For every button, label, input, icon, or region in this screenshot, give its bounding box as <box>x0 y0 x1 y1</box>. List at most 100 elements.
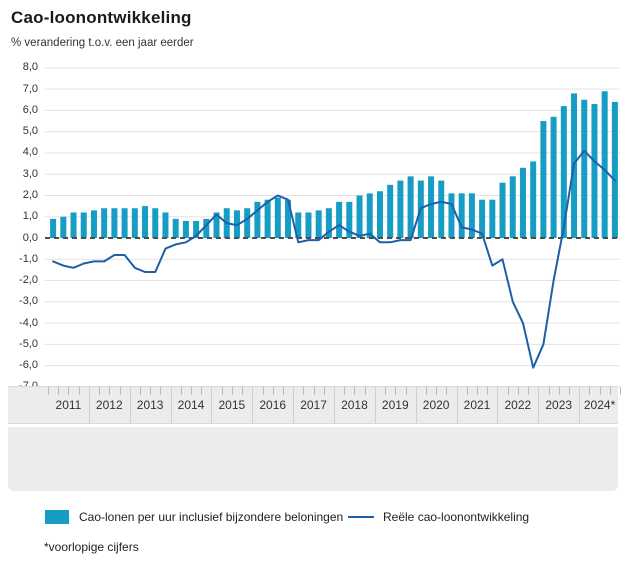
quarter-tick <box>354 387 356 395</box>
quarter-tick <box>150 387 152 395</box>
quarter-tick <box>405 387 407 395</box>
quarter-tick <box>282 387 284 395</box>
bar-2014-q2 <box>182 220 189 238</box>
bar-2016-q4 <box>285 199 292 238</box>
year-label-2024: 2024* <box>583 398 616 412</box>
bar-2016-q2 <box>264 199 271 238</box>
bar-2021-q4 <box>489 199 496 238</box>
quarter-tick <box>395 387 397 395</box>
quarter-tick <box>344 387 346 395</box>
bar-2012-q4 <box>121 208 128 238</box>
y-axis-label--2,0: -2,0 <box>19 274 38 287</box>
chart-legend: Cao-lonen per uur inclusief bijzondere b… <box>45 506 615 528</box>
quarter-tick <box>548 387 550 395</box>
quarter-tick <box>436 387 438 395</box>
quarter-tick <box>262 387 264 395</box>
quarter-tick <box>58 387 60 395</box>
quarter-tick <box>568 387 570 395</box>
bar-2017-q2 <box>305 212 312 238</box>
bar-2020-q3 <box>438 180 445 238</box>
bar-2012-q2 <box>101 208 108 238</box>
quarter-tick <box>68 387 70 395</box>
y-axis-label-3,0: 3,0 <box>22 167 38 180</box>
y-axis-label-0,0: 0,0 <box>22 231 38 244</box>
bar-2012-q1 <box>90 210 97 238</box>
year-separator <box>538 387 540 423</box>
legend-item-reele-cao[interactable]: Reële cao-loonontwikkeling <box>348 506 529 528</box>
footer-panel <box>8 427 618 491</box>
quarter-tick <box>425 387 427 395</box>
chart-title: Cao-loonontwikkeling <box>11 8 192 27</box>
quarter-tick <box>201 387 203 395</box>
bar-2013-q3 <box>152 208 159 238</box>
bar-2020-q4 <box>448 193 455 238</box>
year-separator <box>579 387 581 423</box>
legend-item-cao-lonen[interactable]: Cao-lonen per uur inclusief bijzondere b… <box>45 506 343 528</box>
year-label-2012: 2012 <box>95 398 123 412</box>
bar-2023-q1 <box>540 121 547 238</box>
quarter-tick <box>303 387 305 395</box>
year-label-2019: 2019 <box>381 398 409 412</box>
y-axis-label-7,0: 7,0 <box>22 82 38 95</box>
y-axis-label-1,0: 1,0 <box>22 210 38 223</box>
bar-2019-q3 <box>397 180 404 238</box>
quarter-tick <box>313 387 315 395</box>
bar-2022-q1 <box>499 182 506 238</box>
bar-2022-q2 <box>509 176 516 238</box>
bar-2019-q4 <box>407 176 414 238</box>
quarter-tick <box>231 387 233 395</box>
quarter-tick <box>385 387 387 395</box>
quarter-tick <box>599 387 601 395</box>
bar-2013-q4 <box>162 212 169 238</box>
y-axis-label--6,0: -6,0 <box>19 359 38 372</box>
quarter-tick <box>528 387 530 395</box>
quarter-tick <box>589 387 591 395</box>
bar-2018-q3 <box>356 195 363 238</box>
legend-bar-swatch <box>45 510 69 524</box>
quarter-tick <box>191 387 192 395</box>
year-label-2020: 2020 <box>422 398 450 412</box>
bar-2018-q2 <box>346 201 353 238</box>
legend-line-label: Reële cao-loonontwikkeling <box>383 510 530 524</box>
quarter-tick <box>160 387 162 395</box>
quarter-tick <box>48 387 49 395</box>
bar-2022-q4 <box>530 161 537 238</box>
quarter-tick <box>466 387 468 395</box>
year-separator <box>415 387 417 423</box>
bar-2016-q1 <box>254 201 261 238</box>
y-axis-label-4,0: 4,0 <box>22 146 38 159</box>
bar-2011-q1 <box>50 218 57 238</box>
bar-2021-q3 <box>479 199 486 238</box>
year-label-2011: 2011 <box>55 398 82 412</box>
bar-2015-q1 <box>213 212 220 238</box>
quarter-tick <box>78 387 80 395</box>
bar-2011-q4 <box>80 212 87 238</box>
legend-bar-label: Cao-lonen per uur inclusief bijzondere b… <box>79 510 344 524</box>
quarter-tick <box>99 387 101 395</box>
quarter-tick <box>221 387 223 395</box>
bar-2013-q2 <box>142 206 149 238</box>
year-label-2018: 2018 <box>341 398 368 412</box>
quarter-tick <box>477 387 478 395</box>
bar-2014-q1 <box>172 218 179 238</box>
bar-2013-q1 <box>131 208 138 238</box>
quarter-tick <box>119 387 121 395</box>
quarter-tick <box>517 387 519 395</box>
quarter-tick <box>487 387 489 395</box>
bar-2017-q1 <box>295 212 302 238</box>
year-separator <box>374 387 376 423</box>
quarter-tick <box>242 387 244 395</box>
bar-2024-q1 <box>581 99 588 238</box>
bar-2019-q2 <box>387 184 394 238</box>
y-axis-label-8,0: 8,0 <box>22 61 38 74</box>
bar-2011-q3 <box>70 212 77 238</box>
quarter-tick <box>139 387 141 395</box>
quarter-tick <box>180 387 182 395</box>
bar-2017-q3 <box>315 210 322 238</box>
year-label-2016: 2016 <box>259 398 287 412</box>
year-label-2015: 2015 <box>218 398 246 412</box>
y-axis-label--3,0: -3,0 <box>19 295 38 308</box>
bar-2020-q2 <box>428 176 435 238</box>
bar-2016-q3 <box>274 197 281 238</box>
